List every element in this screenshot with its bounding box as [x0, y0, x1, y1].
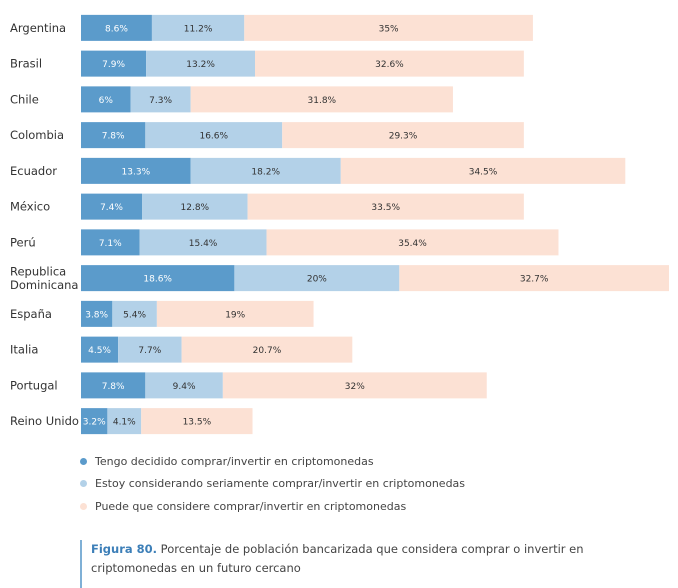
bar-segment: [181, 336, 353, 363]
data-label: 5.4%: [123, 310, 146, 320]
bar-segment: [112, 300, 157, 327]
bar-segment: [81, 229, 140, 256]
legend-item-decided: Tengo decidido comprar/invertir en cript…: [80, 450, 465, 473]
bar-segment: [399, 265, 669, 292]
bar-segment: [81, 157, 191, 184]
data-label: 32.6%: [375, 60, 404, 70]
data-label: 29.3%: [389, 132, 418, 142]
data-label: 7.3%: [149, 96, 172, 106]
bar-segment: [139, 229, 267, 256]
data-label: 12.8%: [181, 203, 210, 213]
bar-segment: [81, 122, 146, 149]
category-label: Dominicana: [10, 278, 78, 292]
data-label: 16.6%: [199, 132, 228, 142]
data-label: 35.4%: [398, 239, 427, 249]
bar-segment: [190, 86, 453, 113]
bar-segment: [266, 229, 559, 256]
data-label: 7.1%: [99, 239, 122, 249]
data-label: 18.6%: [143, 275, 172, 285]
data-label: 3.8%: [85, 310, 108, 320]
bar-segment: [151, 14, 245, 41]
data-label: 33.5%: [371, 203, 400, 213]
category-label: Reino Unido: [10, 414, 79, 428]
bar-segment: [107, 408, 142, 435]
category-label: México: [10, 200, 50, 214]
bar-segment: [145, 122, 283, 149]
bar-segment: [282, 122, 524, 149]
data-label: 4.1%: [113, 418, 136, 428]
data-label: 6%: [99, 96, 114, 106]
legend-item-considering: Estoy considerando seriamente comprar/in…: [80, 473, 465, 496]
figure-caption: Figura 80. Porcentaje de población banca…: [80, 540, 600, 588]
figure-number: Figura 80.: [91, 542, 158, 556]
legend-label: Estoy considerando seriamente comprar/in…: [95, 477, 466, 491]
data-label: 9.4%: [173, 382, 196, 392]
bar-segment: [156, 300, 314, 327]
data-label: 7.8%: [102, 132, 125, 142]
data-label: 31.8%: [308, 96, 337, 106]
caption-text: Porcentaje de población bancarizada que …: [91, 542, 584, 575]
legend-item-maybe: Puede que considere comprar/invertir en …: [80, 495, 465, 518]
category-label: Republica: [10, 264, 66, 278]
data-label: 13.5%: [183, 418, 212, 428]
bar-segment: [118, 336, 182, 363]
data-label: 3.2%: [83, 418, 106, 428]
bar-segment: [145, 372, 223, 399]
data-label: 35%: [379, 24, 399, 34]
bar-segment: [146, 50, 256, 77]
stacked-bar-chart: Argentina 8.6% 11.2% 35% Brasil 7.9% 13.2% 32.6…: [10, 14, 669, 435]
bar-segment: [81, 408, 108, 435]
data-label: 4.5%: [88, 346, 111, 356]
data-label: 7.9%: [102, 60, 125, 70]
data-label: 34.5%: [469, 167, 498, 177]
bar-segment: [130, 86, 191, 113]
bar-segment: [141, 408, 253, 435]
bar-segment: [247, 193, 524, 220]
data-label: 11.2%: [184, 24, 213, 34]
legend-dot-icon: [80, 480, 87, 488]
data-label: 13.3%: [122, 167, 151, 177]
legend-label: Puede que considere comprar/invertir en …: [95, 499, 407, 513]
bar-segment: [81, 14, 152, 41]
legend-dot-icon: [80, 457, 87, 465]
data-label: 15.4%: [189, 239, 218, 249]
category-label: España: [10, 307, 52, 321]
category-label: Argentina: [10, 21, 66, 35]
data-label: 7.4%: [100, 203, 123, 213]
legend-dot-icon: [80, 502, 87, 510]
category-label: Chile: [10, 92, 39, 106]
bar-segment: [142, 193, 248, 220]
legend-label: Tengo decidido comprar/invertir en cript…: [95, 454, 374, 468]
category-label: Perú: [10, 235, 36, 249]
data-label: 32%: [345, 382, 365, 392]
bar-segment: [81, 86, 131, 113]
category-label: Italia: [10, 343, 38, 357]
data-label: 7.7%: [138, 346, 161, 356]
bar-segment: [81, 372, 146, 399]
chart-legend: Tengo decidido comprar/invertir en cript…: [80, 450, 465, 518]
bar-segment: [81, 50, 147, 77]
bar-segment: [234, 265, 400, 292]
data-label: 8.6%: [105, 24, 128, 34]
bar-segment: [255, 50, 524, 77]
category-label: Brasil: [10, 57, 42, 71]
data-label: 20%: [307, 275, 327, 285]
data-label: 19%: [225, 310, 245, 320]
bar-segment: [81, 336, 119, 363]
data-label: 32.7%: [520, 275, 549, 285]
category-label: Ecuador: [10, 164, 57, 178]
data-label: 18.2%: [251, 167, 280, 177]
bar-segment: [340, 157, 626, 184]
category-label: Portugal: [10, 378, 58, 392]
data-label: 20.7%: [253, 346, 282, 356]
bar-segment: [81, 265, 235, 292]
bar-segment: [81, 300, 113, 327]
data-label: 7.8%: [102, 382, 125, 392]
bar-segment: [190, 157, 341, 184]
category-label: Colombia: [10, 128, 64, 142]
bar-segment: [244, 14, 533, 41]
data-label: 13.2%: [186, 60, 215, 70]
bar-segment: [222, 372, 487, 399]
bar-segment: [81, 193, 143, 220]
